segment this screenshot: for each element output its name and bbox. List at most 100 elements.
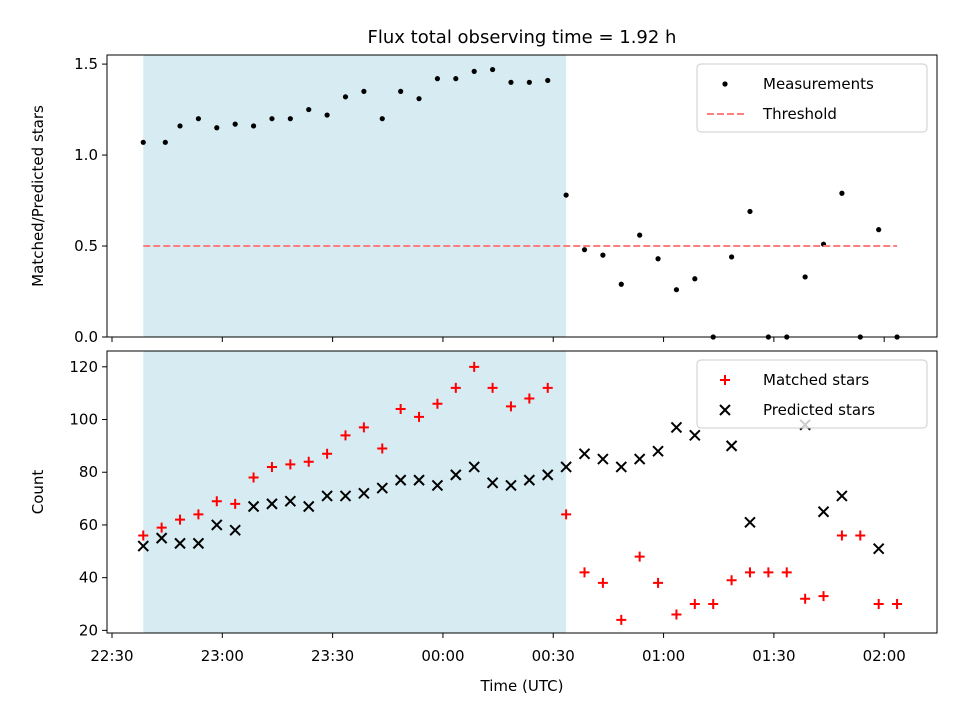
- measurement-point: [214, 125, 220, 131]
- y-tick-label: 120: [69, 358, 98, 376]
- matched-star-point: [818, 591, 829, 602]
- matched-star-point: [892, 599, 903, 610]
- measurement-point: [526, 79, 532, 85]
- matched-star-point: [855, 530, 866, 541]
- predicted-star-point: [872, 542, 885, 555]
- measurement-point: [692, 276, 698, 282]
- matched-star-point: [175, 514, 186, 525]
- y-tick-label: 60: [79, 516, 98, 534]
- measurement-point: [563, 192, 569, 198]
- y-tick-label: 80: [79, 463, 98, 481]
- matched-star-point: [450, 382, 461, 393]
- observing-window-shade: [143, 351, 567, 633]
- chart-title: Flux total observing time = 1.92 h: [368, 27, 677, 48]
- measurement-point: [489, 66, 496, 73]
- predicted-star-point: [266, 498, 278, 510]
- legend-predicted-swatch: [719, 404, 731, 416]
- predicted-star-point: [542, 469, 554, 481]
- legend: Matched stars Predicted stars: [696, 359, 928, 429]
- matched-star-point: [377, 443, 388, 454]
- matched-star-point: [432, 398, 443, 409]
- measurement-point: [250, 123, 257, 129]
- predicted-star-point: [817, 506, 830, 518]
- y-tick-label: 1.0: [74, 146, 98, 164]
- measurement-point: [508, 79, 514, 85]
- matched-star-point: [763, 567, 774, 578]
- matched-star-point: [726, 575, 737, 586]
- matched-star-point: [414, 411, 425, 422]
- measurement-point: [637, 232, 643, 238]
- measurement-point: [802, 274, 808, 280]
- matched-star-point: [395, 403, 406, 414]
- matched-star-point: [800, 593, 811, 604]
- matched-star-point: [487, 382, 498, 393]
- panel-counts: 20 40 60 80 100 120 22:30 23:00 23:30 00:00 00:30 0…: [29, 350, 938, 665]
- measurement-point: [673, 287, 680, 293]
- matched-star-point: [156, 522, 167, 533]
- matched-star-point: [248, 472, 259, 483]
- measurement-point: [471, 68, 477, 74]
- predicted-star-point: [211, 519, 223, 531]
- matched-star-point: [836, 530, 847, 541]
- predicted-star-point: [339, 490, 352, 502]
- predicted-star-point: [247, 500, 260, 513]
- predicted-star-point: [505, 479, 517, 492]
- legend-matched-swatch: [720, 375, 730, 385]
- legend-label: Predicted stars: [763, 401, 875, 419]
- measurement-point: [728, 254, 735, 260]
- measurement-point: [600, 252, 606, 258]
- measurement-point: [162, 139, 168, 145]
- matched-star-point: [671, 609, 682, 620]
- matched-star-point: [505, 401, 516, 412]
- axes-frame: [106, 350, 938, 634]
- predicted-star-point: [689, 429, 701, 442]
- y-axis-label: Matched/Predicted stars: [29, 105, 47, 287]
- legend-label: Matched stars: [763, 371, 869, 389]
- matched-star-point: [873, 599, 884, 610]
- predicted-star-point: [174, 537, 186, 550]
- measurement-point: [361, 88, 367, 94]
- measurement-point: [379, 116, 385, 122]
- measurement-point: [342, 94, 349, 100]
- measurement-point: [545, 77, 551, 84]
- x-tick-label: 01:00: [642, 647, 685, 665]
- matched-star-point: [138, 530, 149, 541]
- matched-star-point: [689, 599, 700, 610]
- matched-star-point: [744, 567, 755, 578]
- matched-star-point: [211, 496, 222, 507]
- predicted-star-point: [394, 474, 407, 486]
- matched-star-point: [340, 430, 351, 441]
- x-tick-label: 23:30: [311, 647, 354, 665]
- legend-box: [696, 359, 928, 429]
- measurement-point: [287, 116, 293, 122]
- y-tick-label: 0.5: [74, 237, 98, 255]
- matched-star-point: [634, 551, 645, 562]
- measurement-point: [655, 256, 661, 262]
- predicted-star-point: [431, 479, 444, 492]
- measurement-point: [876, 227, 882, 233]
- predicted-star-point: [670, 421, 683, 434]
- y-axis-label: Count: [29, 470, 47, 515]
- matched-star-point: [708, 599, 719, 610]
- measurement-point: [195, 116, 202, 122]
- matched-star-point: [579, 567, 590, 578]
- x-tick-label: 00:00: [421, 647, 464, 665]
- matched-star-point: [561, 509, 572, 520]
- legend-measurements-swatch: [722, 81, 728, 87]
- predicted-star-point: [413, 474, 425, 486]
- x-axis-label: Time (UTC): [480, 677, 564, 695]
- measurement-point: [839, 190, 845, 196]
- matched-star-point: [266, 461, 277, 472]
- y-tick-label: 1.5: [74, 55, 98, 73]
- predicted-star-point: [192, 537, 205, 550]
- panel-ratio: 0.0 0.5 1.0 1.5 Matched/Predicted stars Measu…: [29, 54, 938, 346]
- x-tick-label: 23:00: [201, 647, 244, 665]
- x-tick-label: 22:30: [90, 647, 133, 665]
- predicted-star-point: [376, 482, 388, 494]
- predicted-star-point: [321, 490, 333, 502]
- matched-star-point: [653, 577, 664, 588]
- matched-star-point: [358, 422, 369, 433]
- measurement-point: [324, 112, 330, 118]
- y-tick-label: 40: [79, 569, 98, 587]
